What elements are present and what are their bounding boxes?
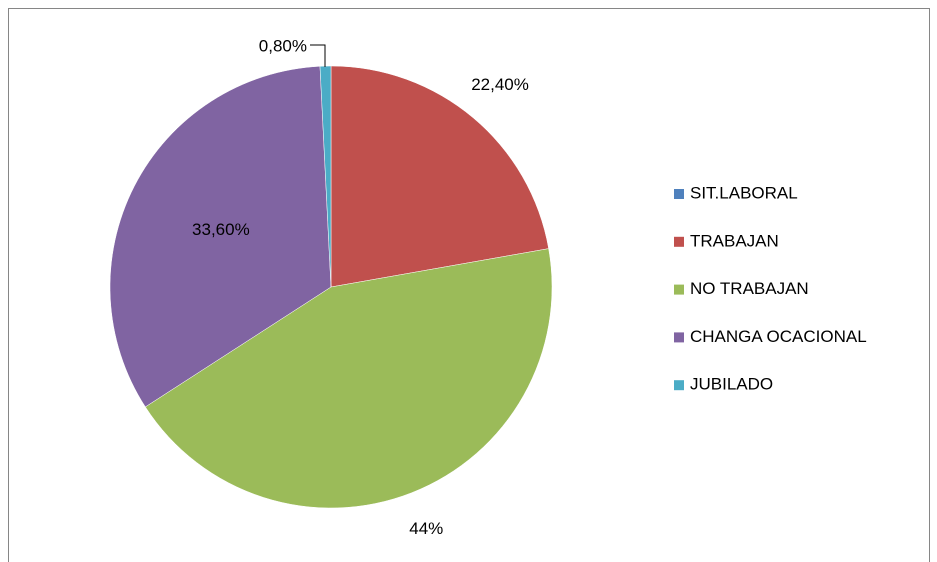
legend-label: JUBILADO	[690, 375, 773, 394]
legend-swatch	[674, 332, 684, 343]
legend-label: SIT.LABORAL	[690, 183, 798, 202]
legend-label: NO TRABAJAN	[690, 279, 809, 298]
legend-swatch	[674, 284, 684, 295]
pie-slice	[109, 66, 332, 408]
leader-line	[310, 44, 326, 67]
data-label: 44%	[409, 519, 443, 538]
legend-label: TRABAJAN	[690, 231, 779, 250]
pie-slice	[145, 248, 553, 509]
pie-slice	[330, 65, 549, 288]
chart-frame	[8, 8, 930, 562]
legend-swatch	[674, 189, 684, 199]
legend-label: CHANGA OCACIONAL	[690, 327, 867, 346]
data-label: 22,40%	[471, 75, 529, 94]
legend-swatch	[674, 380, 684, 391]
legend-swatch	[674, 236, 684, 247]
data-label: 0,80%	[259, 36, 307, 55]
data-label: 33,60%	[192, 220, 250, 239]
